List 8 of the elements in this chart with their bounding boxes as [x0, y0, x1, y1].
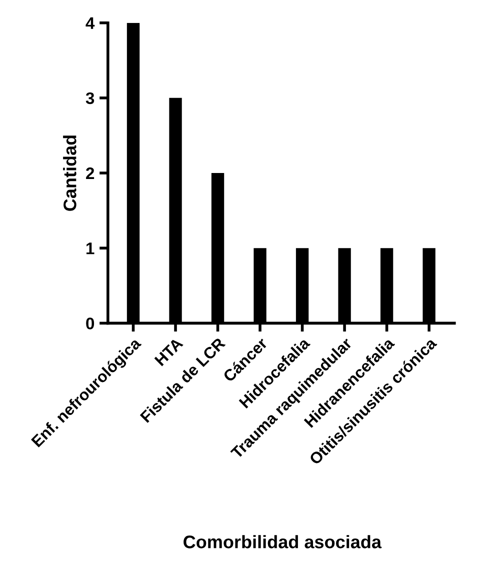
y-tick-label: 2	[86, 167, 94, 180]
y-tick-label: 4	[86, 17, 95, 29]
y-tick-label: 3	[86, 92, 94, 104]
x-axis-title: Comorbilidad asociada	[184, 535, 382, 548]
y-axis-title: Cantidad	[63, 136, 76, 211]
x-tick-label: HTA	[154, 337, 184, 366]
y-tick-label: 1	[86, 242, 94, 254]
y-tick-label: 0	[86, 318, 94, 330]
